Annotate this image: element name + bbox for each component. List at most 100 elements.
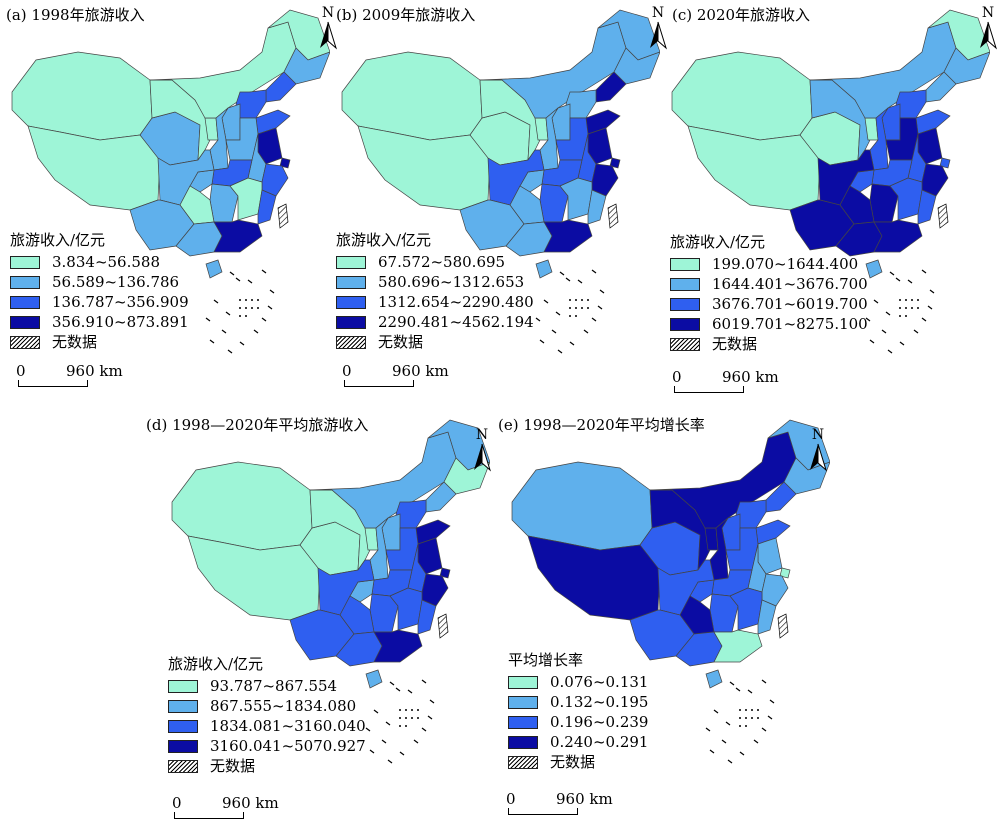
legend: 平均增长率 0.076~0.131 0.132~0.195 0.196~0.23…	[508, 650, 648, 772]
province-tibet	[687, 125, 821, 211]
legend-item: 3676.701~6019.700	[670, 294, 868, 314]
china-map-d	[171, 419, 490, 764]
province-zhejiang	[921, 163, 949, 197]
scale-bar: 0 960 km	[172, 794, 279, 819]
province-tibet	[187, 535, 321, 621]
province-zhejiang	[421, 573, 449, 607]
legend: 旅游收入/亿元 199.070~1644.400 1644.401~3676.7…	[670, 232, 868, 354]
province-shanghai	[939, 157, 951, 169]
province-zhejiang	[591, 163, 619, 197]
province-guangdong	[543, 219, 593, 253]
scale-bar: 0 960 km	[672, 368, 779, 393]
north-label: N	[812, 427, 824, 443]
panel-title: (a) 1998年旅游收入	[6, 6, 145, 24]
china-map-a	[11, 9, 330, 354]
legend-item: 136.787~356.909	[10, 292, 189, 312]
north-label: N	[652, 5, 664, 21]
province-shanghai	[609, 157, 621, 169]
legend-title: 平均增长率	[508, 651, 584, 669]
legend-item: 1312.654~2290.480	[336, 292, 534, 312]
province-guangdong	[713, 629, 763, 663]
legend-item-nodata: 无数据	[168, 756, 366, 776]
legend-item-nodata: 无数据	[508, 752, 648, 772]
legend-title: 旅游收入/亿元	[10, 231, 106, 249]
province-taiwan-nodata	[777, 613, 789, 639]
north-arrow-icon: N	[806, 426, 830, 476]
legend-title: 旅游收入/亿元	[670, 233, 766, 251]
province-shanghai	[279, 157, 291, 169]
province-fujian	[417, 599, 437, 635]
province-tibet	[527, 535, 661, 621]
north-arrow-icon: N	[976, 4, 1000, 54]
legend-item-nodata: 无数据	[10, 332, 189, 352]
map-panel-b: (b) 2009年旅游收入 N 旅游收入/亿元 67.572~580.695 5…	[330, 0, 667, 410]
north-arrow-icon: N	[646, 4, 670, 54]
legend-item: 2290.481~4562.194	[336, 312, 534, 332]
province-hainan	[705, 669, 723, 689]
panel-title: (d) 1998—2020年平均旅游收入	[146, 416, 369, 434]
province-hebei	[235, 89, 267, 119]
province-guangdong	[213, 219, 263, 253]
province-fujian	[917, 189, 937, 225]
north-arrow-icon: N	[470, 426, 494, 476]
legend-item: 1644.401~3676.700	[670, 274, 868, 294]
legend-item: 0.240~0.291	[508, 732, 648, 752]
province-hebei	[395, 499, 427, 529]
legend-item: 0.196~0.239	[508, 712, 648, 732]
south-china-sea-islands	[365, 679, 435, 764]
province-hebei	[895, 89, 927, 119]
scale-bar: 0 960 km	[16, 362, 123, 387]
legend-title: 旅游收入/亿元	[168, 655, 264, 673]
panel-title: (e) 1998—2020年平均增长率	[498, 416, 705, 434]
province-shanghai	[439, 567, 451, 579]
panel-title: (c) 2020年旅游收入	[672, 6, 811, 24]
legend-item: 93.787~867.554	[168, 676, 366, 696]
province-hebei	[565, 89, 597, 119]
province-tibet	[357, 125, 491, 211]
legend-item: 0.132~0.195	[508, 692, 648, 712]
province-shanghai	[779, 567, 791, 579]
legend-item: 867.555~1834.080	[168, 696, 366, 716]
province-zhejiang	[261, 163, 289, 197]
province-fujian	[587, 189, 607, 225]
north-label: N	[982, 5, 994, 21]
north-arrow-icon: N	[316, 4, 340, 54]
legend: 旅游收入/亿元 93.787~867.554 867.555~1834.080 …	[168, 654, 366, 776]
south-china-sea-islands	[865, 269, 935, 354]
china-map-e	[511, 419, 830, 764]
legend-item: 67.572~580.695	[336, 252, 534, 272]
north-label: N	[322, 5, 334, 21]
scale-bar: 0 960 km	[506, 790, 613, 815]
map-panel-d: (d) 1998—2020年平均旅游收入 N 旅游收入/亿元 93.787~86…	[146, 410, 491, 820]
province-hainan	[205, 259, 223, 279]
province-guangdong	[373, 629, 423, 663]
legend-item: 1834.081~3160.040	[168, 716, 366, 736]
south-china-sea-islands	[535, 269, 605, 354]
map-panel-e: (e) 1998—2020年平均增长率 N 平均增长率 0.076~0.131 …	[498, 410, 830, 820]
legend-item-nodata: 无数据	[336, 332, 534, 352]
province-taiwan-nodata	[607, 203, 619, 229]
south-china-sea-islands	[705, 679, 775, 764]
panel-title: (b) 2009年旅游收入	[336, 6, 476, 24]
china-map-c	[671, 9, 990, 354]
province-taiwan-nodata	[437, 613, 449, 639]
province-taiwan-nodata	[277, 203, 289, 229]
china-map-b	[341, 9, 660, 354]
legend-item: 0.076~0.131	[508, 672, 648, 692]
province-hainan	[365, 669, 383, 689]
scale-bar: 0 960 km	[342, 362, 449, 387]
province-hebei	[735, 499, 767, 529]
province-tibet	[27, 125, 161, 211]
province-hainan	[865, 259, 883, 279]
legend-item: 6019.701~8275.100	[670, 314, 868, 334]
legend-item: 199.070~1644.400	[670, 254, 868, 274]
map-panel-c: (c) 2020年旅游收入 N 旅游收入/亿元 199.070~1644.400…	[660, 0, 997, 410]
map-panel-a: (a) 1998年旅游收入 N 旅游收入/亿元 3.834~56.588 56.…	[0, 0, 337, 410]
province-hainan	[535, 259, 553, 279]
legend-item: 3.834~56.588	[10, 252, 189, 272]
province-taiwan-nodata	[937, 203, 949, 229]
province-zhejiang	[761, 573, 789, 607]
legend-item: 56.589~136.786	[10, 272, 189, 292]
province-fujian	[757, 599, 777, 635]
north-label: N	[476, 427, 488, 443]
